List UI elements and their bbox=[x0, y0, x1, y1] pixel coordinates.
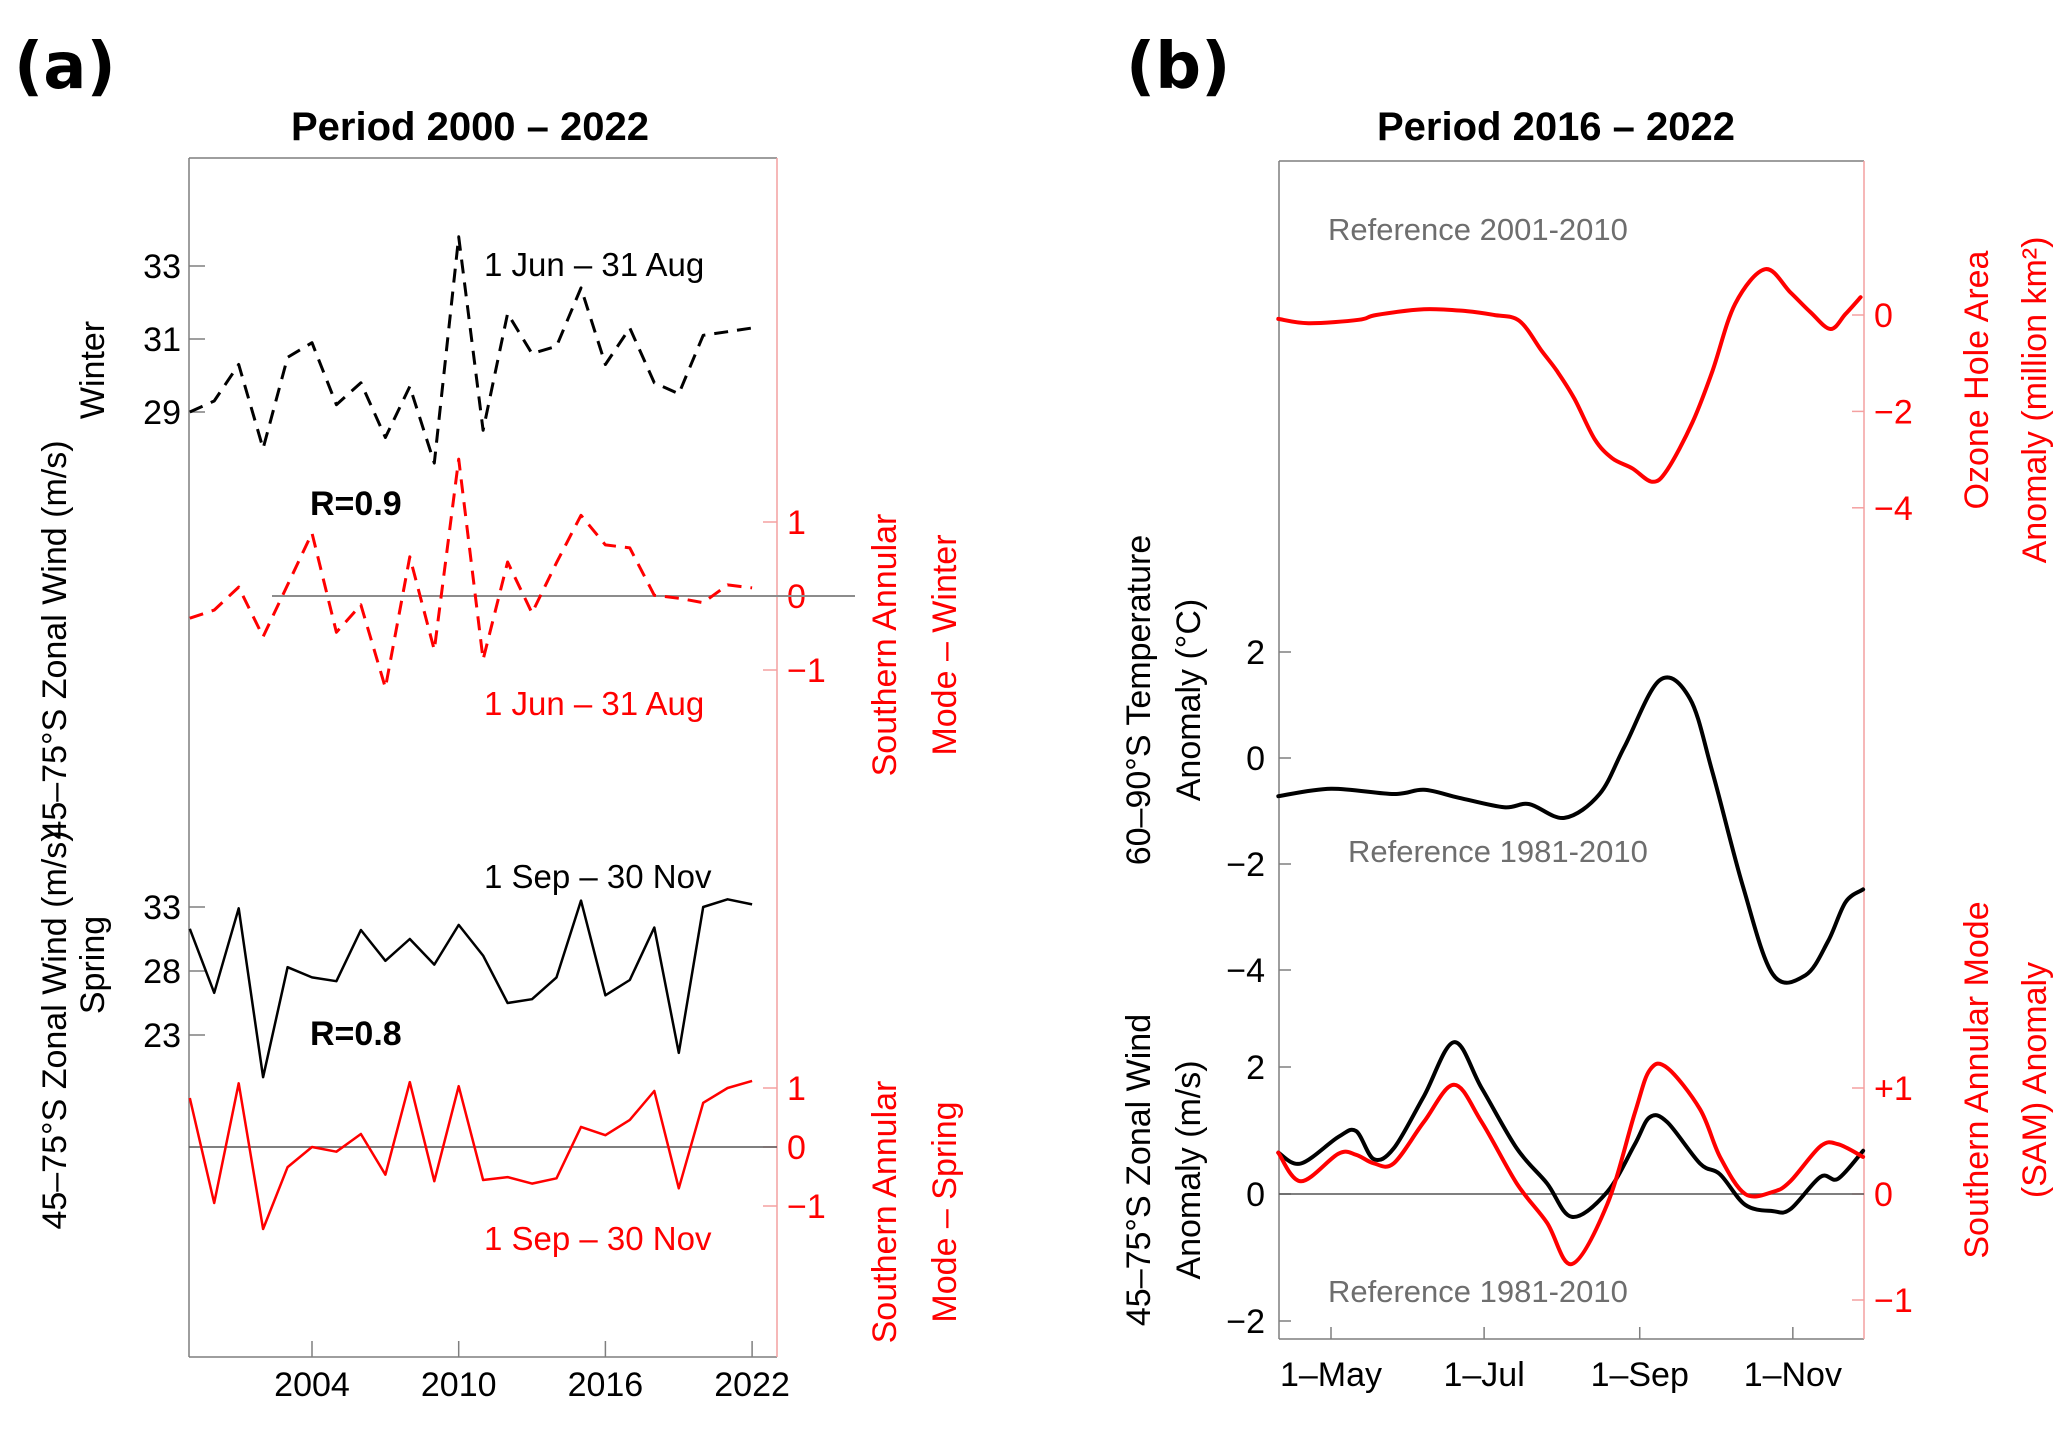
winter-sam-series bbox=[189, 457, 753, 690]
spring-sam-y-tick-label: 0 bbox=[787, 1129, 806, 1167]
panel-a-label: (a) bbox=[14, 30, 116, 104]
sam-anom-y-tick-label: −1 bbox=[1874, 1282, 1913, 1320]
zero-lines bbox=[189, 595, 1864, 1195]
winter-sam-series-line bbox=[189, 457, 753, 690]
spring-wind-y-tick-label: 28 bbox=[143, 953, 181, 991]
panel-a-frame bbox=[188, 157, 778, 1358]
wind-anomaly-ylabel-line2: Anomaly (m/s) bbox=[1170, 1060, 1208, 1279]
sam-anom-y-tick-label: +1 bbox=[1874, 1070, 1913, 1108]
spring-sam-series bbox=[188, 1079, 753, 1231]
ozone-ylabel-line2: Anomaly (million km²) bbox=[2016, 237, 2054, 564]
b-x-tick-label: 1–Jul bbox=[1443, 1356, 1524, 1394]
temperature-ylabel-line1: 60–90°S Temperature bbox=[1120, 535, 1158, 866]
panel-b-title: Period 2016 – 2022 bbox=[1377, 105, 1735, 149]
wind-anomaly-series bbox=[1276, 1040, 1866, 1219]
panel-a-winter-ylabel-right-2: Mode – Winter bbox=[926, 534, 964, 755]
winter-sam-y-tick-label: −1 bbox=[787, 652, 826, 690]
data-series bbox=[188, 235, 1866, 1266]
ozone-y-tick-label: 0 bbox=[1874, 297, 1893, 335]
winter-wind-series bbox=[189, 235, 753, 465]
spring-wind-series-line bbox=[188, 898, 753, 1079]
spring-sam-y-tick-label: −1 bbox=[787, 1188, 826, 1226]
panel-a-title: Period 2000 – 2022 bbox=[291, 105, 649, 149]
temp-y-tick-label: 0 bbox=[1246, 740, 1265, 778]
spring-sam-series-line bbox=[188, 1079, 753, 1231]
sam-anomaly-series-line bbox=[1276, 1061, 1866, 1266]
spring-sam-y-tick-label: 1 bbox=[787, 1070, 806, 1108]
ozone-y-tick-label: −2 bbox=[1874, 393, 1913, 431]
ozone-series-line bbox=[1276, 267, 1863, 484]
b-x-tick-label: 1–May bbox=[1280, 1356, 1382, 1394]
temperature-series-line bbox=[1276, 675, 1866, 985]
x-tick-label: 2016 bbox=[568, 1366, 644, 1404]
spring-wind-y-tick-label: 33 bbox=[143, 889, 181, 927]
sam-anom-y-tick-label: 0 bbox=[1874, 1176, 1893, 1214]
sam-winter-label-line2: Mode – Winter bbox=[926, 534, 964, 755]
panel-a-spring-sublabel: Spring bbox=[74, 916, 112, 1014]
wind-anom-y-tick-label: 2 bbox=[1246, 1049, 1265, 1087]
panel-a-spring-ylabel-right-2: Mode – Spring bbox=[926, 1101, 964, 1322]
temp-y-tick-label: −4 bbox=[1226, 952, 1265, 990]
panel-a-winter-ylabel-right-1: Southern Annular bbox=[866, 514, 904, 777]
sam-spring-label-line1: Southern Annular bbox=[866, 1081, 904, 1344]
b-x-tick-label: 1–Nov bbox=[1744, 1356, 1842, 1394]
x-tick-label: 2010 bbox=[421, 1366, 497, 1404]
sam-anomaly-ylabel-line2: (SAM) Anomaly bbox=[2016, 962, 2054, 1198]
sam-anomaly-series bbox=[1276, 1061, 1866, 1266]
x-tick-label: 2004 bbox=[274, 1366, 350, 1404]
panel-a-winter-sublabel: Winter bbox=[74, 321, 112, 419]
panel-a-winter-ylabel: 45–75°S Zonal Wind (m/s) bbox=[36, 440, 74, 839]
spring-correlation: R=0.8 bbox=[310, 1015, 402, 1053]
ozone-reference-label: Reference 2001-2010 bbox=[1328, 212, 1628, 247]
panel-a-spring-ylabel: 45–75°S Zonal Wind (m/s) bbox=[36, 830, 74, 1229]
spring-wind-period-label: 1 Sep – 30 Nov bbox=[484, 858, 712, 895]
ozone-series bbox=[1276, 267, 1863, 484]
axis-ticks: 2004 2010 2016 2022 29 31 33 23 28 33 −1 0 1 −1 0 1 1–Ma… bbox=[143, 248, 1913, 1404]
panel-b-frame bbox=[1278, 160, 1865, 1340]
winter-sam-y-tick-label: 1 bbox=[787, 504, 806, 542]
wind-anomaly-ylabel-line1: 45–75°S Zonal Wind bbox=[1120, 1014, 1158, 1326]
temp-y-tick-label: −2 bbox=[1226, 846, 1265, 884]
wind-reference-label: Reference 1981-2010 bbox=[1328, 1274, 1628, 1309]
temperature-reference-label: Reference 1981-2010 bbox=[1348, 834, 1648, 869]
winter-wind-y-tick-label: 31 bbox=[143, 321, 181, 359]
winter-correlation: R=0.9 bbox=[310, 485, 402, 523]
spring-wind-y-tick-label: 23 bbox=[143, 1017, 181, 1055]
winter-wind-series-line bbox=[189, 235, 753, 465]
x-tick-label: 2022 bbox=[714, 1366, 790, 1404]
ozone-ylabel-line1: Ozone Hole Area bbox=[1958, 250, 1996, 509]
sam-anomaly-ylabel-line1: Southern Annular Mode bbox=[1958, 901, 1996, 1258]
ozone-y-tick-label: −4 bbox=[1874, 490, 1913, 528]
winter-wind-period-label: 1 Jun – 31 Aug bbox=[484, 246, 704, 283]
spring-sam-period-label: 1 Sep – 30 Nov bbox=[484, 1220, 712, 1257]
sam-winter-label-line1: Southern Annular bbox=[866, 514, 904, 777]
temp-y-tick-label: 2 bbox=[1246, 634, 1265, 672]
winter-sam-period-label: 1 Jun – 31 Aug bbox=[484, 685, 704, 722]
b-x-tick-label: 1–Sep bbox=[1591, 1356, 1689, 1394]
temperature-series bbox=[1276, 675, 1866, 985]
temperature-ylabel-line2: Anomaly (°C) bbox=[1170, 599, 1208, 802]
sam-spring-label-line2: Mode – Spring bbox=[926, 1101, 964, 1322]
wind-anom-y-tick-label: −2 bbox=[1226, 1303, 1265, 1341]
winter-wind-y-tick-label: 29 bbox=[143, 394, 181, 432]
wind-anomaly-series-line bbox=[1276, 1040, 1866, 1219]
wind-anom-y-tick-label: 0 bbox=[1246, 1176, 1265, 1214]
spring-wind-series bbox=[188, 898, 753, 1079]
panel-a-spring-ylabel-right-1: Southern Annular bbox=[866, 1081, 904, 1344]
panel-b-label: (b) bbox=[1126, 30, 1230, 104]
winter-wind-y-tick-label: 33 bbox=[143, 248, 181, 286]
